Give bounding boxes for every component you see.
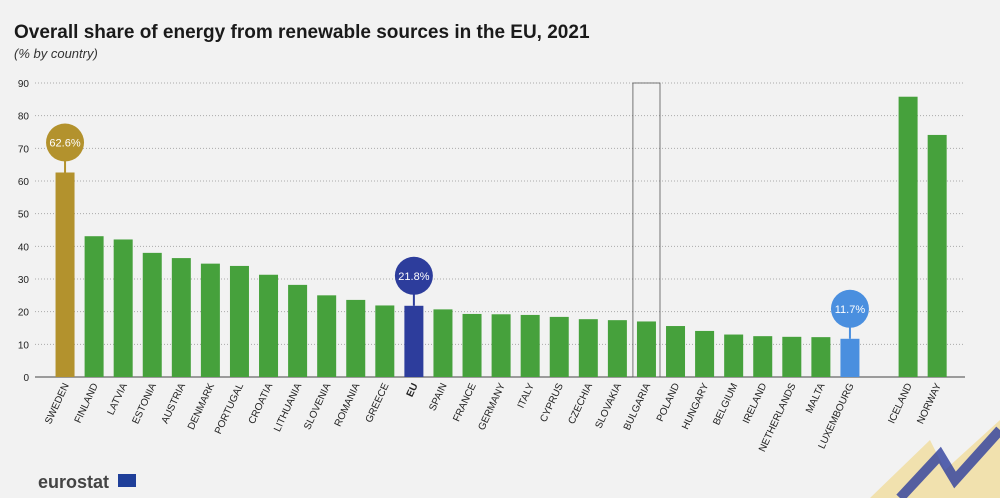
bar xyxy=(55,172,75,377)
bar xyxy=(636,321,656,377)
bar xyxy=(724,334,744,377)
y-tick-label: 50 xyxy=(18,210,30,221)
x-tick-label: CZECHIA xyxy=(567,381,596,426)
x-tick-label: GERMANY xyxy=(476,381,507,432)
x-tick-label: HUNGARY xyxy=(680,381,711,431)
x-tick-label: LATVIA xyxy=(106,381,130,417)
bar xyxy=(491,314,511,377)
bar xyxy=(171,258,191,377)
bar xyxy=(404,305,424,377)
chart-title: Overall share of energy from renewable s… xyxy=(14,22,590,43)
bar xyxy=(695,330,715,377)
x-tick-label: BULGARIA xyxy=(622,381,653,432)
x-tick-label: SWEDEN xyxy=(43,382,72,426)
x-tick-label: NORWAY xyxy=(915,381,944,426)
chart-subtitle: (% by country) xyxy=(14,46,98,61)
y-tick-label: 10 xyxy=(18,340,30,351)
y-tick-label: 0 xyxy=(23,373,29,384)
bar xyxy=(927,134,947,377)
x-tick-label: BELGIUM xyxy=(711,382,740,427)
bar xyxy=(782,336,802,377)
bar xyxy=(666,326,686,377)
y-tick-label: 90 xyxy=(18,79,30,90)
decoration xyxy=(896,426,1000,498)
x-tick-label: GREECE xyxy=(364,381,392,424)
x-tick-label: SLOVENIA xyxy=(302,381,333,431)
x-tick-label: ITALY xyxy=(516,381,537,410)
bar xyxy=(317,295,337,377)
x-tick-label: SLOVAKIA xyxy=(594,381,625,430)
bar xyxy=(811,337,831,377)
x-tick-label: FINLAND xyxy=(73,382,101,425)
x-tick-label: ROMANIA xyxy=(333,381,363,428)
bar xyxy=(200,263,220,377)
x-tick-label: ESTONIA xyxy=(131,381,160,426)
value-label: 11.7% xyxy=(835,304,866,316)
x-tick-label: CROATIA xyxy=(247,381,276,426)
bar xyxy=(549,316,569,377)
x-tick-label: AUSTRIA xyxy=(160,381,188,425)
x-tick-label: CYPRUS xyxy=(538,381,566,424)
y-tick-label: 20 xyxy=(18,308,30,319)
x-tick-label: FRANCE xyxy=(451,381,478,423)
logo: eurostat xyxy=(38,472,109,492)
value-label: 62.6% xyxy=(49,138,80,150)
y-tick-label: 40 xyxy=(18,242,30,253)
bar xyxy=(840,338,860,377)
x-tick-label: ICELAND xyxy=(887,382,915,426)
bar xyxy=(142,252,162,377)
y-tick-label: 60 xyxy=(18,177,30,188)
bar xyxy=(433,309,453,377)
x-tick-label: EU xyxy=(405,382,421,399)
bar xyxy=(346,299,366,377)
y-tick-label: 70 xyxy=(18,144,30,155)
value-label: 21.8% xyxy=(398,271,429,283)
y-tick-label: 80 xyxy=(18,112,30,123)
bar xyxy=(375,305,395,377)
bar xyxy=(753,336,773,377)
bar xyxy=(898,96,918,377)
x-tick-label: MALTA xyxy=(804,381,828,415)
x-tick-label: PORTUGAL xyxy=(213,381,246,436)
x-tick-label: SPAIN xyxy=(427,382,449,413)
logo-flag xyxy=(118,474,136,487)
x-tick-label: POLAND xyxy=(655,382,682,424)
label-bubble xyxy=(830,289,869,328)
bar xyxy=(229,265,249,377)
x-tick-label: LITHUANIA xyxy=(272,381,304,433)
bar xyxy=(259,274,279,377)
y-tick-label: 30 xyxy=(18,275,30,286)
bar xyxy=(84,236,104,377)
bar xyxy=(288,284,308,377)
bar xyxy=(113,239,133,377)
bar xyxy=(520,314,540,377)
bar xyxy=(578,319,598,377)
x-tick-label: DENMARK xyxy=(186,381,217,431)
label-bubble xyxy=(46,123,85,162)
bar xyxy=(607,320,627,377)
label-bubble xyxy=(394,256,433,295)
x-tick-label: IRELAND xyxy=(741,382,769,426)
bar xyxy=(462,313,482,377)
